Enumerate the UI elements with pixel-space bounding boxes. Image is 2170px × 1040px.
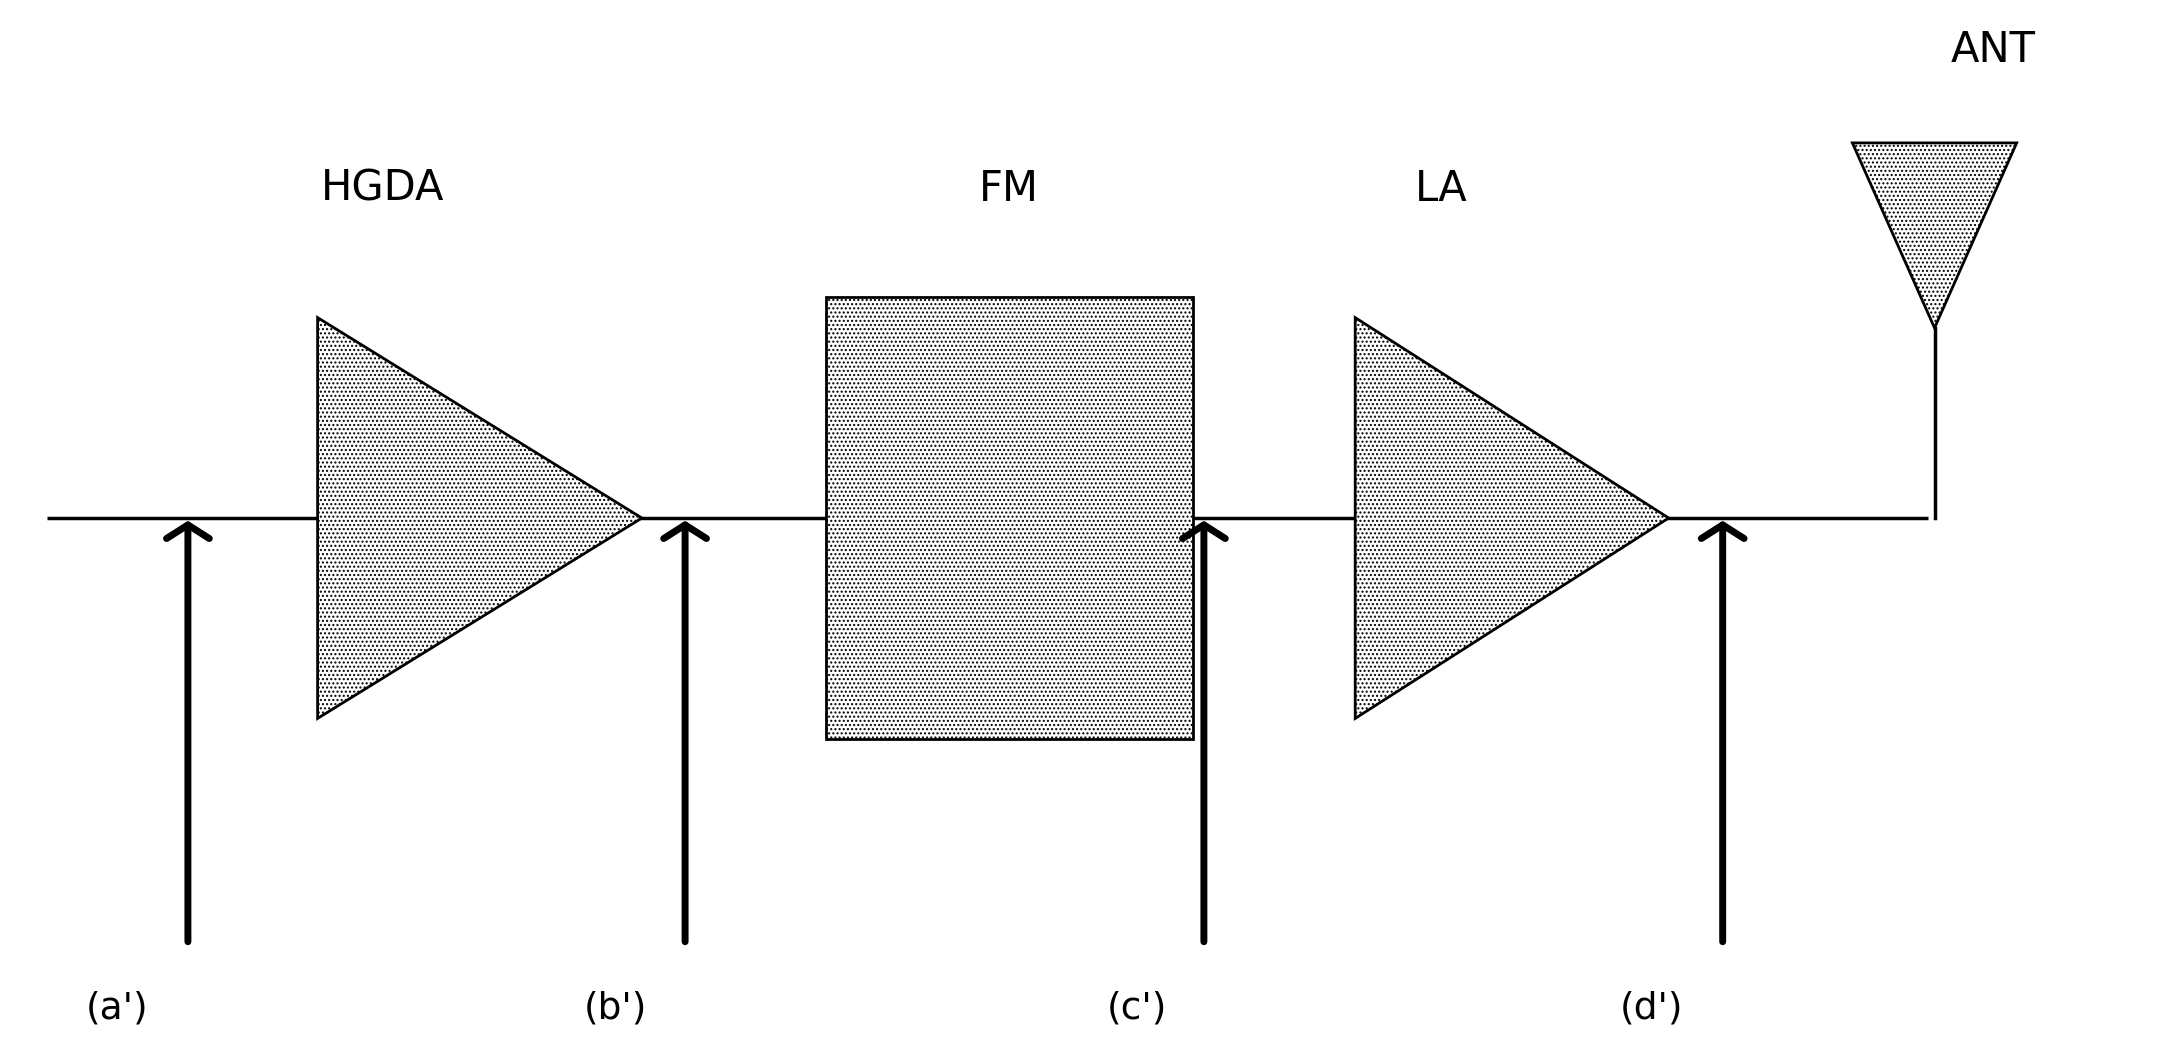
Polygon shape	[317, 317, 642, 719]
Text: (b'): (b')	[584, 991, 647, 1026]
Text: ANT: ANT	[1951, 29, 2035, 71]
Text: (d'): (d')	[1619, 991, 1684, 1026]
Bar	[825, 297, 1194, 739]
Text: FM: FM	[979, 167, 1039, 210]
Polygon shape	[1356, 317, 1669, 719]
Text: (c'): (c')	[1107, 991, 1167, 1026]
Text: (a'): (a')	[85, 991, 148, 1026]
Text: LA: LA	[1415, 167, 1469, 210]
Polygon shape	[1853, 142, 2016, 328]
Text: HGDA: HGDA	[321, 167, 445, 210]
